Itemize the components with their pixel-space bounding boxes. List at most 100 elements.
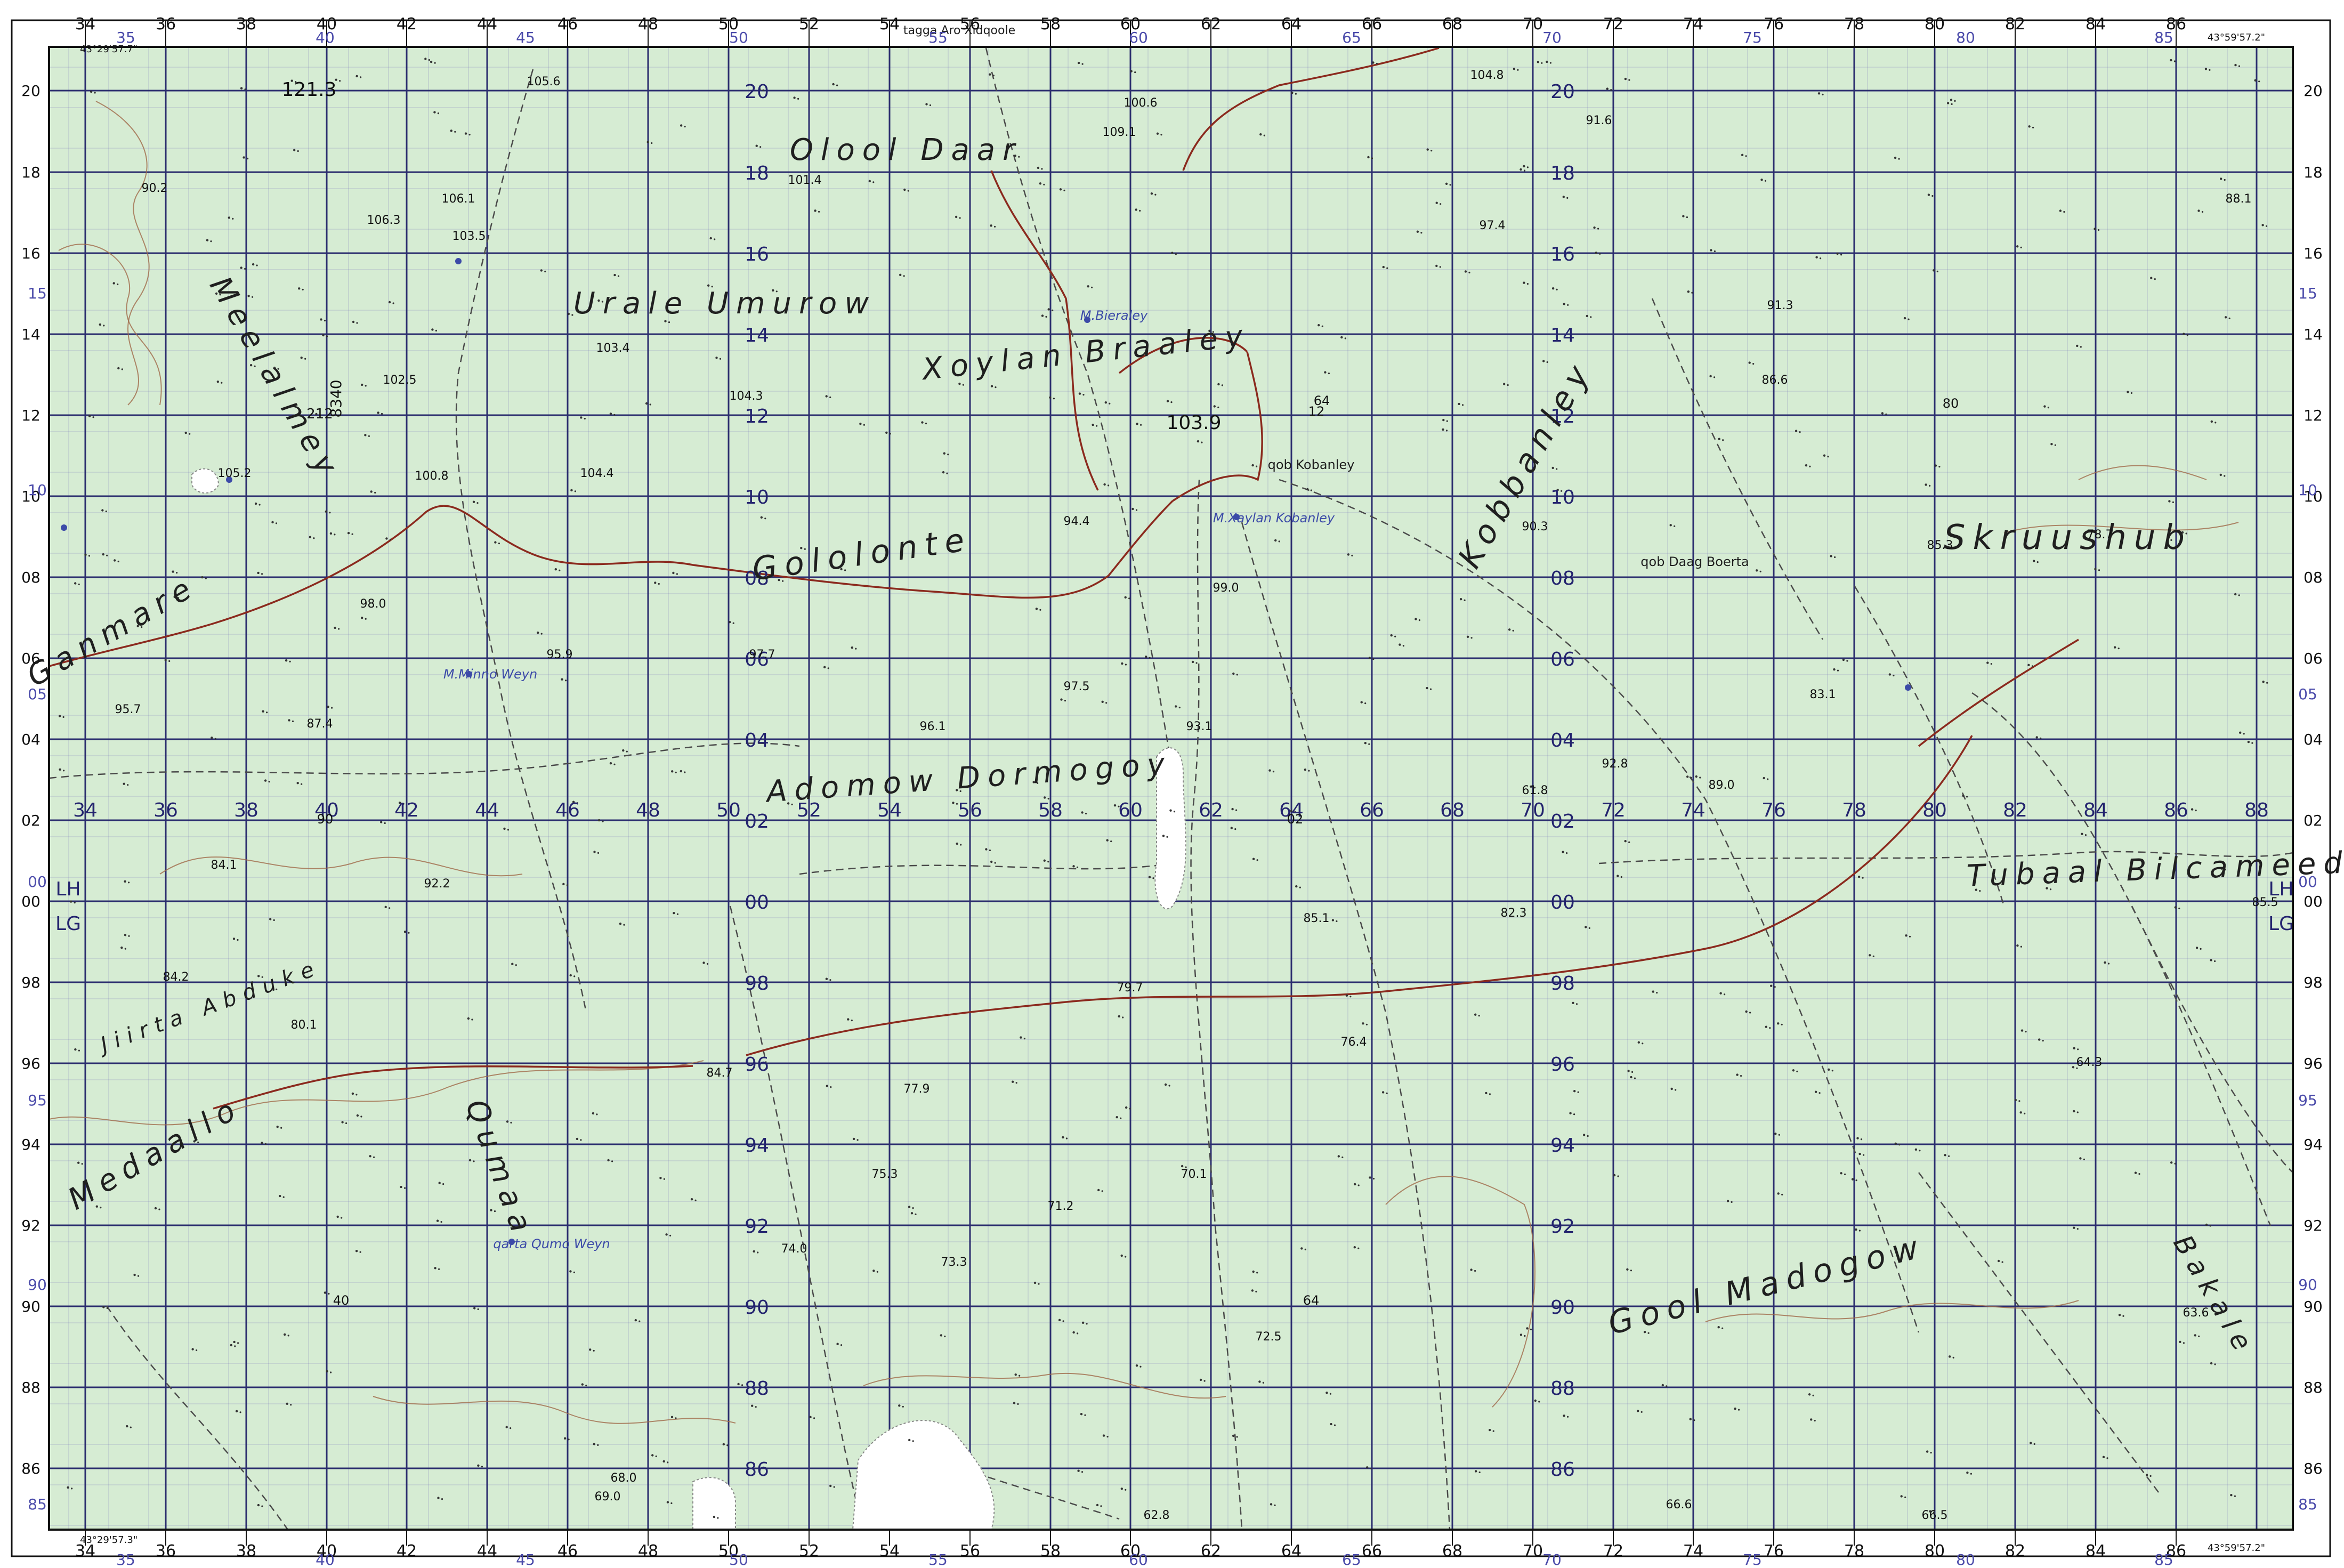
vegetation-symbol <box>1368 743 1370 745</box>
vegetation-symbol <box>298 287 301 290</box>
vegetation-symbol <box>1718 438 1720 440</box>
vegetation-symbol <box>2030 1442 2032 1444</box>
well-marker <box>466 671 472 677</box>
vegetation-symbol <box>2234 593 2237 596</box>
vegetation-symbol <box>102 1306 105 1308</box>
vegetation-symbol <box>1169 809 1172 812</box>
vegetation-symbol <box>1626 1268 1629 1271</box>
vegetation-symbol <box>2059 209 2062 212</box>
vegetation-symbol <box>477 1464 480 1467</box>
well-marker <box>508 1239 515 1245</box>
vegetation-symbol <box>840 568 843 571</box>
vegetation-symbol <box>472 500 475 503</box>
vegetation-symbol <box>1442 418 1445 422</box>
vegetation-symbol <box>1258 1380 1261 1383</box>
vegetation-symbol <box>1110 840 1112 843</box>
vegetation-symbol <box>596 1113 598 1116</box>
right-grid-number: 96 <box>2303 1055 2323 1072</box>
vegetation-symbol <box>651 142 653 144</box>
vegetation-symbol <box>1430 150 1433 152</box>
vegetation-symbol <box>956 842 958 845</box>
vegetation-symbol <box>106 1307 108 1310</box>
vegetation-symbol <box>1175 253 1177 255</box>
vegetation-symbol <box>859 423 862 425</box>
elevation-label: 93.1 <box>1186 720 1213 733</box>
vegetation-symbol <box>1062 1320 1064 1322</box>
vegetation-symbol <box>580 1139 582 1141</box>
vegetation-symbol <box>680 124 683 127</box>
vegetation-symbol <box>1719 992 1722 995</box>
top-geo-number: 85 <box>2154 29 2173 46</box>
elevation-label: 72.5 <box>1256 1330 1282 1344</box>
elevation-label: 98.0 <box>360 597 386 611</box>
vegetation-symbol <box>2114 646 2116 649</box>
grid-number: 92 <box>745 1216 769 1238</box>
vegetation-symbol <box>2014 1098 2017 1102</box>
vegetation-symbol <box>369 1155 371 1158</box>
vegetation-symbol <box>59 768 61 771</box>
vegetation-symbol <box>302 288 304 290</box>
vegetation-symbol <box>1526 1327 1529 1330</box>
vegetation-symbol <box>315 413 318 416</box>
vegetation-symbol <box>1893 674 1895 677</box>
vegetation-symbol <box>1523 169 1526 172</box>
vegetation-symbol <box>285 659 288 662</box>
vegetation-symbol <box>1449 184 1451 186</box>
vegetation-symbol <box>1154 193 1157 196</box>
vegetation-symbol <box>1624 77 1627 80</box>
grid-number: 66 <box>1360 799 1384 821</box>
vegetation-symbol <box>438 1182 441 1184</box>
contour-line <box>863 1372 1226 1399</box>
hill-label: tagga Aro Xidqoole <box>903 24 1015 37</box>
vegetation-symbol <box>1197 440 1200 443</box>
track-line <box>884 1438 1120 1520</box>
vegetation-symbol <box>292 720 294 722</box>
vegetation-symbol <box>440 1221 442 1223</box>
vegetation-symbol <box>1770 984 1773 987</box>
vegetation-symbol <box>1372 658 1375 660</box>
vegetation-symbol <box>2214 422 2217 424</box>
vegetation-symbol <box>1300 1247 1303 1250</box>
vegetation-symbol <box>1372 1177 1375 1180</box>
right-geo-number: 05 <box>2298 685 2317 703</box>
right-grid-number: 90 <box>2303 1298 2323 1315</box>
vegetation-symbol <box>1475 1470 1477 1473</box>
vegetation-symbol <box>230 1344 232 1347</box>
vegetation-symbol <box>1135 509 1138 511</box>
vegetation-symbol <box>331 707 333 709</box>
vegetation-symbol <box>257 975 260 977</box>
vegetation-symbol <box>1885 413 1887 416</box>
vegetation-symbol <box>282 1196 285 1198</box>
vegetation-symbol <box>1905 934 1907 937</box>
grid-number: 46 <box>555 799 580 821</box>
vegetation-symbol <box>374 491 376 494</box>
vegetation-symbol <box>313 537 315 539</box>
vegetation-symbol <box>1053 398 1055 400</box>
grid-number: 20 <box>1550 81 1575 103</box>
vegetation-symbol <box>593 1443 596 1445</box>
vegetation-symbol <box>275 522 278 524</box>
vegetation-symbol <box>1256 859 1258 861</box>
vegetation-symbol <box>58 715 61 717</box>
vegetation-symbol <box>1294 811 1296 813</box>
vegetation-symbol <box>827 667 829 669</box>
left-grid-number: 90 <box>21 1298 41 1315</box>
well-marker <box>61 524 67 531</box>
vegetation-symbol <box>507 829 510 831</box>
vegetation-symbol <box>1627 1070 1630 1072</box>
vegetation-symbol <box>473 1307 476 1310</box>
vegetation-symbol <box>1139 1365 1142 1368</box>
elevation-label: 103.9 <box>1166 412 1221 434</box>
vegetation-symbol <box>515 964 517 966</box>
vegetation-symbol <box>1630 1076 1632 1079</box>
vegetation-symbol <box>706 963 709 965</box>
vegetation-symbol <box>1101 1190 1103 1192</box>
vegetation-symbol <box>898 1404 901 1407</box>
vegetation-symbol <box>1997 1259 2000 1263</box>
grid-figure: 8340 <box>327 379 345 417</box>
vegetation-symbol <box>2178 907 2180 910</box>
vegetation-symbol <box>296 782 299 785</box>
elevation-label: 121.3 <box>281 79 336 101</box>
